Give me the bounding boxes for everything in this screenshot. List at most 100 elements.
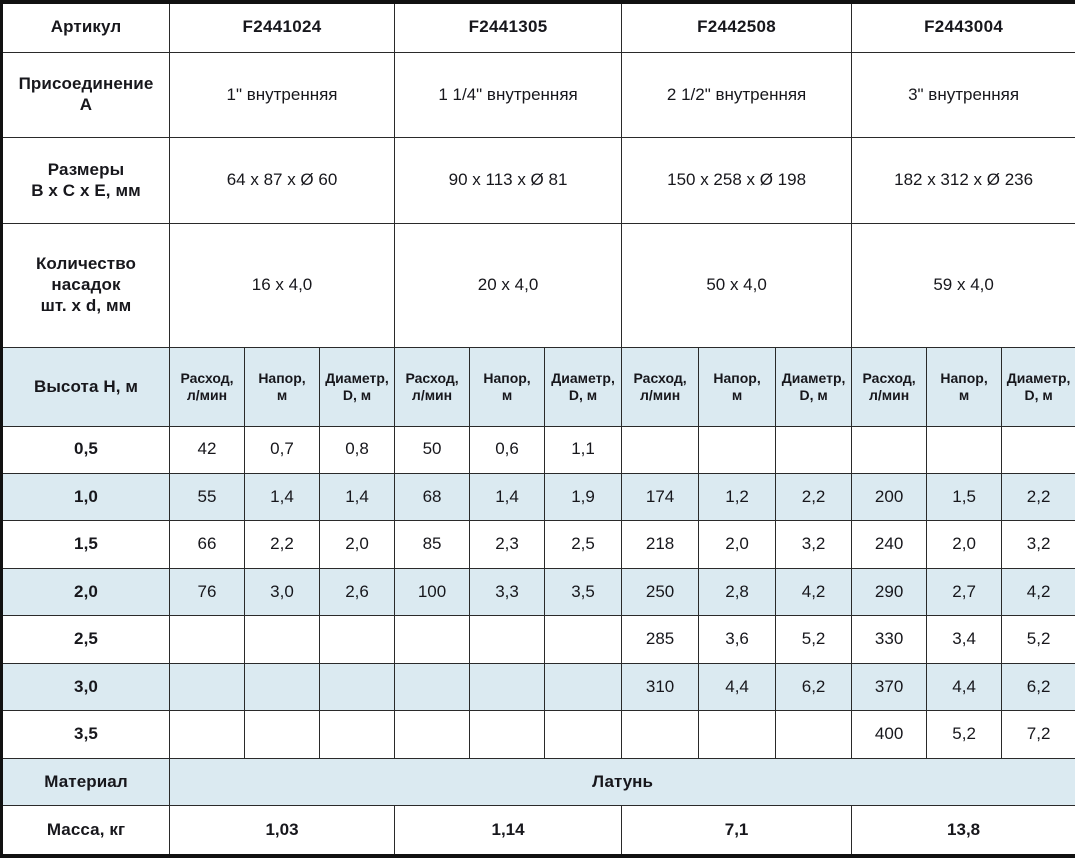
row-label-connection-line2: A <box>79 95 93 115</box>
head-group-3-height-1-5: 2,0 <box>698 520 777 569</box>
head-group-3-height-2-5: 3,6 <box>698 615 777 664</box>
diameter-group-1-height-3-5 <box>318 710 396 759</box>
row-connection: Присоединение A 1" внутренняя 1 1/4" вну… <box>0 51 1075 139</box>
subheader-flow-g3-line1: Расход, <box>633 369 687 386</box>
article-product-4[interactable]: F2443004 <box>851 0 1075 53</box>
connection-product-1: 1" внутренняя <box>168 51 396 139</box>
subheader-flow-g4-line1: Расход, <box>862 369 916 386</box>
subheader-head-g2-line2: м <box>501 386 513 403</box>
head-group-4-height-2-0: 2,7 <box>926 567 1003 617</box>
row-label-nozzles-line1: Количество <box>35 254 137 274</box>
subheader-diameter-g2-line1: Диаметр, <box>551 369 615 386</box>
dimensions-product-1: 64 x 87 x Ø 60 <box>168 137 396 225</box>
nozzles-product-2: 20 x 4,0 <box>394 223 623 349</box>
subheader-diameter-g1-line2: D, м <box>342 386 372 403</box>
head-group-4-height-3-0: 4,4 <box>926 662 1003 712</box>
head-group-2-height-3-0 <box>469 662 546 712</box>
subheader-head-group-4: Напор, м <box>926 347 1003 427</box>
subheader-flow-g3-line2: л/мин <box>639 386 681 403</box>
diameter-group-3-height-3-5 <box>775 710 853 759</box>
diameter-group-2-height-1-5: 2,5 <box>544 520 623 569</box>
head-group-2-height-1-5: 2,3 <box>469 520 546 569</box>
subheader-diameter-group-2: Диаметр, D, м <box>544 347 623 427</box>
subheader-diameter-group-3: Диаметр, D, м <box>775 347 853 427</box>
nozzles-product-4: 59 x 4,0 <box>851 223 1075 349</box>
head-group-4-height-0-5 <box>926 425 1003 475</box>
head-group-2-height-3-5 <box>469 710 546 759</box>
diameter-group-1-height-0-5: 0,8 <box>318 425 396 475</box>
row-label-nozzles-line3: шт. x d, мм <box>40 295 132 315</box>
subheader-flow-g4-line2: л/мин <box>868 386 910 403</box>
flow-group-4-height-1-0: 200 <box>851 473 928 522</box>
flow-group-2-height-1-5: 85 <box>394 520 471 569</box>
subheader-head-g2-line1: Напор, <box>483 369 531 386</box>
diameter-group-3-height-3-0: 6,2 <box>775 662 853 712</box>
mass-product-4: 13,8 <box>851 805 1075 858</box>
head-group-1-height-0-5: 0,7 <box>244 425 320 475</box>
article-product-1[interactable]: F2441024 <box>168 0 396 53</box>
head-group-4-height-3-5: 5,2 <box>926 710 1003 759</box>
head-group-2-height-1-0: 1,4 <box>469 473 546 522</box>
subheader-flow-g1-line2: л/мин <box>186 386 228 403</box>
flow-group-4-height-0-5 <box>851 425 928 475</box>
diameter-group-2-height-2-0: 3,5 <box>544 567 623 617</box>
flow-group-4-height-2-5: 330 <box>851 615 928 664</box>
row-label-nozzles-line2: насадок <box>51 275 121 295</box>
flow-group-2-height-3-0 <box>394 662 471 712</box>
row-label-dimensions-line1: Размеры <box>47 160 125 180</box>
height-label: 3,0 <box>0 662 170 712</box>
flow-group-3-height-1-0: 174 <box>621 473 700 522</box>
row-material: Материал Латунь <box>0 757 1075 807</box>
head-group-1-height-2-0: 3,0 <box>244 567 320 617</box>
flow-group-2-height-0-5: 50 <box>394 425 471 475</box>
subheader-flow-group-1: Расход, л/мин <box>169 347 245 427</box>
head-group-1-height-3-0 <box>244 662 320 712</box>
head-group-2-height-0-5: 0,6 <box>469 425 546 475</box>
subheader-flow-group-4: Расход, л/мин <box>851 347 928 427</box>
row-article: Артикул F2441024 F2441305 F2442508 F2443… <box>0 0 1075 53</box>
connection-product-3: 2 1/2" внутренняя <box>621 51 853 139</box>
head-group-4-height-1-0: 1,5 <box>926 473 1003 522</box>
diameter-group-4-height-1-0: 2,2 <box>1001 473 1075 522</box>
flow-group-1-height-1-0: 55 <box>169 473 245 522</box>
subheader-diameter-g3-line2: D, м <box>799 386 828 403</box>
subheader-flow-g2-line1: Расход, <box>405 369 459 386</box>
diameter-group-1-height-1-0: 1,4 <box>318 473 396 522</box>
subheader-diameter-g1-line1: Диаметр, <box>325 369 389 386</box>
subheader-head-g4-line2: м <box>958 386 970 403</box>
subheader-diameter-g2-line2: D, м <box>568 386 598 403</box>
flow-group-3-height-3-0: 310 <box>621 662 700 712</box>
subheader-diameter-group-1: Диаметр, D, м <box>318 347 396 427</box>
diameter-group-1-height-2-0: 2,6 <box>318 567 396 617</box>
diameter-group-2-height-0-5: 1,1 <box>544 425 623 475</box>
diameter-group-1-height-1-5: 2,0 <box>318 520 396 569</box>
flow-group-3-height-3-5 <box>621 710 700 759</box>
diameter-group-4-height-2-5: 5,2 <box>1001 615 1075 664</box>
flow-group-2-height-2-0: 100 <box>394 567 471 617</box>
height-label: 1,5 <box>0 520 170 569</box>
nozzles-product-3: 50 x 4,0 <box>621 223 853 349</box>
head-group-4-height-1-5: 2,0 <box>926 520 1003 569</box>
flow-group-3-height-2-0: 250 <box>621 567 700 617</box>
head-group-4-height-2-5: 3,4 <box>926 615 1003 664</box>
height-label: 3,5 <box>0 710 170 759</box>
diameter-group-3-height-2-5: 5,2 <box>775 615 853 664</box>
article-product-3[interactable]: F2442508 <box>621 0 853 53</box>
flow-group-2-height-2-5 <box>394 615 471 664</box>
row-label-dimensions-line2: B x C x E, мм <box>31 180 141 200</box>
row-height-3-0: 3,0 310 4,4 6,2 370 4,4 6,2 <box>0 662 1075 712</box>
article-product-2[interactable]: F2441305 <box>394 0 623 53</box>
flow-group-1-height-3-0 <box>169 662 245 712</box>
flow-group-3-height-1-5: 218 <box>621 520 700 569</box>
head-group-3-height-3-0: 4,4 <box>698 662 777 712</box>
row-height-0-5: 0,5 42 0,7 0,8 50 0,6 1,1 <box>0 425 1075 475</box>
flow-group-1-height-1-5: 66 <box>169 520 245 569</box>
flow-group-2-height-3-5 <box>394 710 471 759</box>
subheader-flow-g2-line2: л/мин <box>411 386 453 403</box>
height-label: 2,0 <box>0 567 170 617</box>
row-height-1-0: 1,0 55 1,4 1,4 68 1,4 1,9 174 1,2 2,2 200 1,5 2,2 <box>0 473 1075 522</box>
nozzles-product-1: 16 x 4,0 <box>168 223 396 349</box>
subheader-head-g1-line2: м <box>276 386 288 403</box>
head-group-3-height-3-5 <box>698 710 777 759</box>
